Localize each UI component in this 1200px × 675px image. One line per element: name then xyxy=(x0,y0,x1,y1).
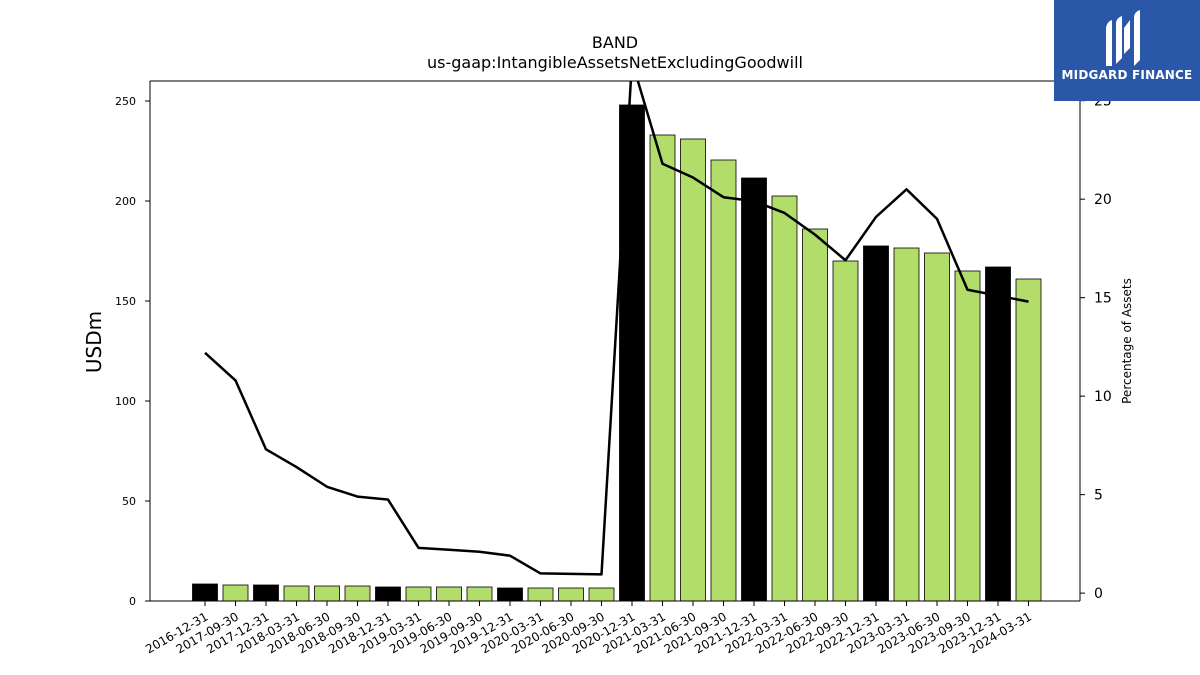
bar xyxy=(314,585,340,601)
logo-text: MIDGARD FINANCE xyxy=(1061,68,1193,82)
bar xyxy=(405,586,432,601)
bar xyxy=(954,270,981,601)
chart-title: BAND xyxy=(592,33,638,52)
bar xyxy=(375,586,401,601)
bar xyxy=(985,266,1011,601)
bar xyxy=(558,587,584,601)
y-tick-label: 0 xyxy=(129,595,136,608)
bar xyxy=(802,228,828,601)
bar xyxy=(588,587,615,601)
bar xyxy=(527,587,554,601)
y-axis-label: USDm xyxy=(82,311,106,373)
bar xyxy=(436,586,462,601)
bar xyxy=(680,138,706,601)
bar xyxy=(253,584,279,601)
bar xyxy=(1015,278,1042,601)
bar xyxy=(924,252,950,601)
bar xyxy=(497,587,523,601)
bar xyxy=(741,177,767,601)
midgard-finance-logo: MIDGARD FINANCE xyxy=(1054,0,1200,101)
bar xyxy=(832,260,859,601)
bar xyxy=(283,585,310,601)
bar xyxy=(192,583,218,601)
logo-mark-icon xyxy=(1106,10,1140,66)
bar xyxy=(466,586,493,601)
y-tick-label: 200 xyxy=(115,195,136,208)
y2-axis-label: Percentage of Assets xyxy=(1120,278,1134,404)
chart-subtitle: us-gaap:IntangibleAssetsNetExcludingGood… xyxy=(427,53,803,72)
y2-tick-label: 15 xyxy=(1094,291,1112,307)
y2-tick-label: 10 xyxy=(1094,389,1112,405)
y-tick-label: 150 xyxy=(115,295,136,308)
bar xyxy=(344,585,371,601)
y-tick-label: 250 xyxy=(115,95,136,108)
percentage-line xyxy=(204,81,1029,576)
bar xyxy=(863,245,889,601)
bar xyxy=(710,159,737,601)
y-tick-label: 50 xyxy=(122,495,136,508)
bar xyxy=(649,134,676,601)
plot-area xyxy=(192,81,1042,601)
y2-tick-label: 0 xyxy=(1094,586,1103,602)
bar xyxy=(619,104,645,601)
bar xyxy=(771,195,798,601)
y2-tick-label: 20 xyxy=(1094,192,1112,208)
bar xyxy=(893,247,920,601)
y-tick-label: 100 xyxy=(115,395,136,408)
bar xyxy=(222,584,249,601)
y2-tick-label: 5 xyxy=(1094,488,1103,504)
